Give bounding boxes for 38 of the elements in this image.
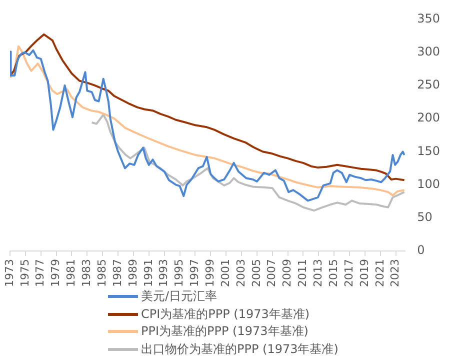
y-tick-label: 0	[417, 243, 425, 258]
x-tick-label: 1991	[142, 259, 155, 288]
x-tick-label: 1985	[95, 259, 108, 288]
x-tick-label: 1983	[80, 259, 94, 288]
legend-label: 出口物价为基准的PPP (1973年基准)	[141, 340, 338, 358]
y-tick-label: 350	[417, 11, 440, 26]
x-tick-label: 1977	[34, 259, 47, 288]
x-tick-label: 1989	[126, 259, 140, 288]
x-tick-label: 1999	[203, 259, 216, 288]
y-tick-label: 200	[417, 110, 440, 125]
x-tick-label: 2007	[265, 259, 278, 288]
x-tick-label: 2015	[326, 259, 340, 288]
x-tick-label: 2017	[342, 259, 356, 288]
y-tick-label: 300	[417, 44, 440, 58]
x-tick-label: 2019	[358, 259, 371, 288]
x-tick-label: 1987	[110, 259, 124, 288]
x-tick-label: 1993	[157, 259, 170, 288]
y-tick-label: 150	[417, 144, 440, 158]
x-tick-label: 1995	[172, 259, 186, 288]
x-tick-label: 1979	[49, 259, 62, 288]
x-tick-label: 2021	[373, 259, 386, 288]
x-tick-label: 2009	[280, 259, 294, 288]
legend-label: PPI为基准的PPP (1973年基准)	[141, 323, 308, 340]
y-tick-label: 250	[417, 78, 440, 92]
x-tick-label: 2023	[388, 259, 402, 288]
x-tick-label: 2013	[312, 259, 325, 288]
x-tick-label: 2011	[296, 259, 310, 288]
y-tick-label: 50	[417, 210, 432, 224]
x-tick-label: 1997	[188, 259, 202, 288]
x-tick-label: 1975	[18, 259, 32, 288]
x-tick-label: 2001	[218, 259, 232, 288]
legend-label: 美元/日元汇率	[141, 288, 218, 306]
x-tick-label: 2003	[234, 259, 248, 288]
x-tick-label: 2005	[250, 259, 263, 288]
legend-label: CPI为基准的PPP (1973年基准)	[141, 306, 310, 323]
x-tick-label: 1973	[2, 259, 16, 288]
x-tick-label: 1981	[64, 259, 78, 288]
y-tick-label: 100	[417, 176, 440, 191]
